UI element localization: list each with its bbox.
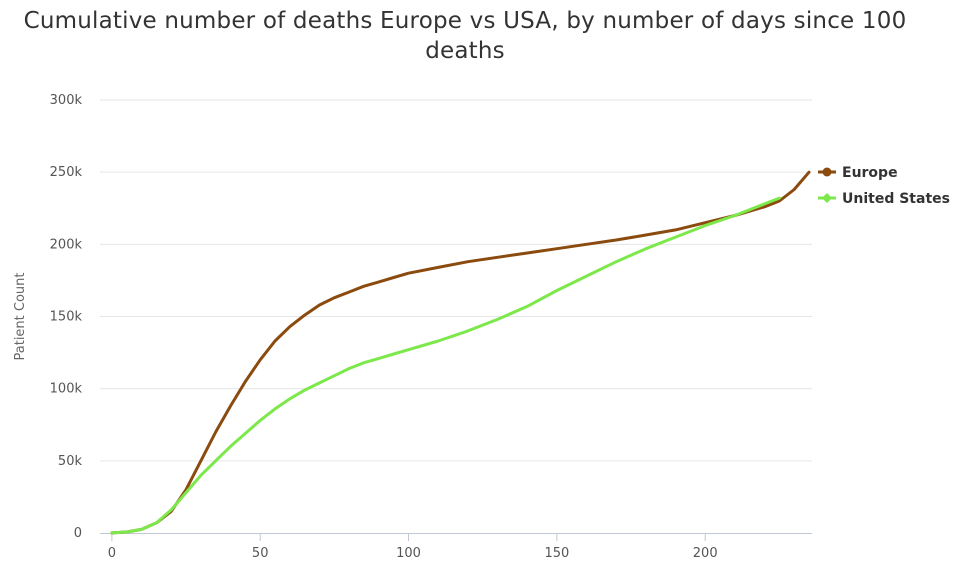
series-line-united-states[interactable]: [110, 196, 781, 535]
y-tick-label: 250k: [50, 165, 83, 180]
x-tick-label: 50: [252, 546, 269, 561]
legend-item-united-states[interactable]: United States: [818, 191, 950, 207]
legend-label: United States: [842, 191, 950, 207]
chart-title: Cumulative number of deaths Europe vs US…: [23, 8, 907, 64]
series-lines: [110, 170, 811, 535]
series-line-europe[interactable]: [110, 170, 811, 535]
circle-marker-icon: [822, 167, 832, 177]
legend[interactable]: Europe United States: [818, 165, 950, 207]
y-axis-title: Patient Count: [13, 272, 28, 360]
y-tick-label: 200k: [50, 237, 83, 252]
y-tick-label: 0: [74, 526, 82, 541]
y-tick-label: 150k: [50, 310, 83, 325]
grid-lines: [100, 99, 812, 462]
x-tick-label: 0: [108, 546, 116, 561]
x-tick-label: 100: [396, 546, 421, 561]
legend-label: Europe: [842, 165, 898, 181]
axes: 0 50k 100k 150k 200k 250k 300k 0 50 100 150 200 Pati…: [13, 93, 812, 561]
y-tick-label: 50k: [58, 454, 83, 469]
legend-item-europe[interactable]: Europe: [818, 165, 898, 181]
x-tick-label: 150: [544, 546, 569, 561]
x-tick-label: 200: [693, 546, 718, 561]
y-tick-label: 100k: [50, 382, 83, 397]
diamond-marker-icon: [822, 193, 832, 203]
y-tick-label: 300k: [50, 93, 83, 108]
